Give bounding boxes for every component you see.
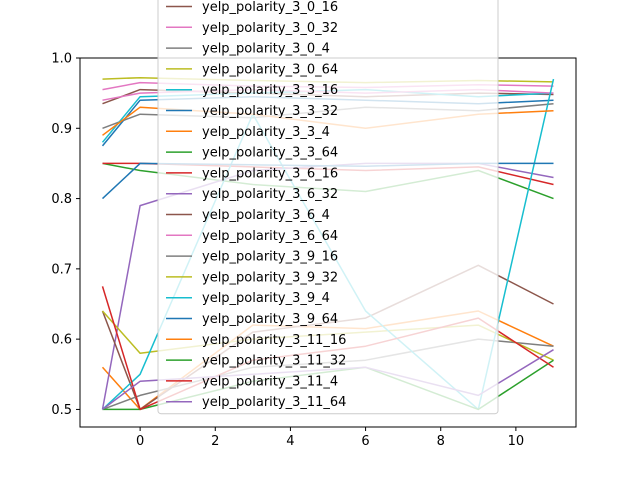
legend-label: yelp_polarity_3_11_64 bbox=[202, 395, 346, 410]
x-tick-label: 2 bbox=[211, 434, 219, 449]
legend-label: yelp_polarity_3_0_16 bbox=[202, 0, 338, 15]
y-tick-label: 0.5 bbox=[51, 403, 72, 418]
legend-box bbox=[157, 0, 499, 415]
legend-label: yelp_polarity_3_9_4 bbox=[202, 291, 330, 306]
y-axis: 0.5 0.6 0.7 0.8 0.9 1.0 bbox=[51, 52, 80, 418]
legend-label: yelp_polarity_3_6_16 bbox=[202, 166, 338, 181]
y-tick-label: 0.8 bbox=[51, 192, 72, 207]
y-tick-label: 0.9 bbox=[51, 122, 72, 137]
x-tick-label: 4 bbox=[286, 434, 294, 449]
y-tick-label: 0.6 bbox=[51, 333, 72, 348]
legend-label: yelp_polarity_3_11_16 bbox=[202, 333, 346, 348]
x-tick-label: 6 bbox=[361, 434, 369, 449]
x-tick-label: 8 bbox=[437, 434, 445, 449]
legend-label: yelp_polarity_3_6_4 bbox=[202, 208, 330, 223]
legend-label: yelp_polarity_3_9_32 bbox=[202, 270, 338, 285]
x-tick-label: 10 bbox=[508, 434, 525, 449]
legend-label: yelp_polarity_3_0_32 bbox=[202, 21, 338, 36]
x-axis: 0 2 4 6 8 10 bbox=[136, 427, 524, 449]
legend-label: yelp_polarity_3_3_32 bbox=[202, 104, 338, 119]
legend-label: yelp_polarity_3_11_32 bbox=[202, 354, 346, 369]
legend-label: yelp_polarity_3_0_4 bbox=[202, 42, 330, 57]
legend-label: yelp_polarity_3_3_64 bbox=[202, 146, 338, 161]
legend-label: yelp_polarity_3_3_4 bbox=[202, 125, 330, 140]
x-tick-label: 0 bbox=[136, 434, 144, 449]
y-tick-label: 1.0 bbox=[51, 52, 72, 67]
legend-label: yelp_polarity_3_9_16 bbox=[202, 250, 338, 265]
legend-label: yelp_polarity_3_0_64 bbox=[202, 62, 338, 77]
legend-label: yelp_polarity_3_11_4 bbox=[202, 374, 338, 389]
y-tick-label: 0.7 bbox=[51, 262, 72, 277]
legend-label: yelp_polarity_3_6_64 bbox=[202, 229, 338, 244]
legend-label: yelp_polarity_3_6_32 bbox=[202, 187, 338, 202]
legend-label: yelp_polarity_3_9_64 bbox=[202, 312, 338, 327]
legend-label: yelp_polarity_3_3_16 bbox=[202, 83, 338, 98]
legend: yelp_polarity_3_0_16 yelp_polarity_3_0_32… bbox=[157, 0, 499, 415]
